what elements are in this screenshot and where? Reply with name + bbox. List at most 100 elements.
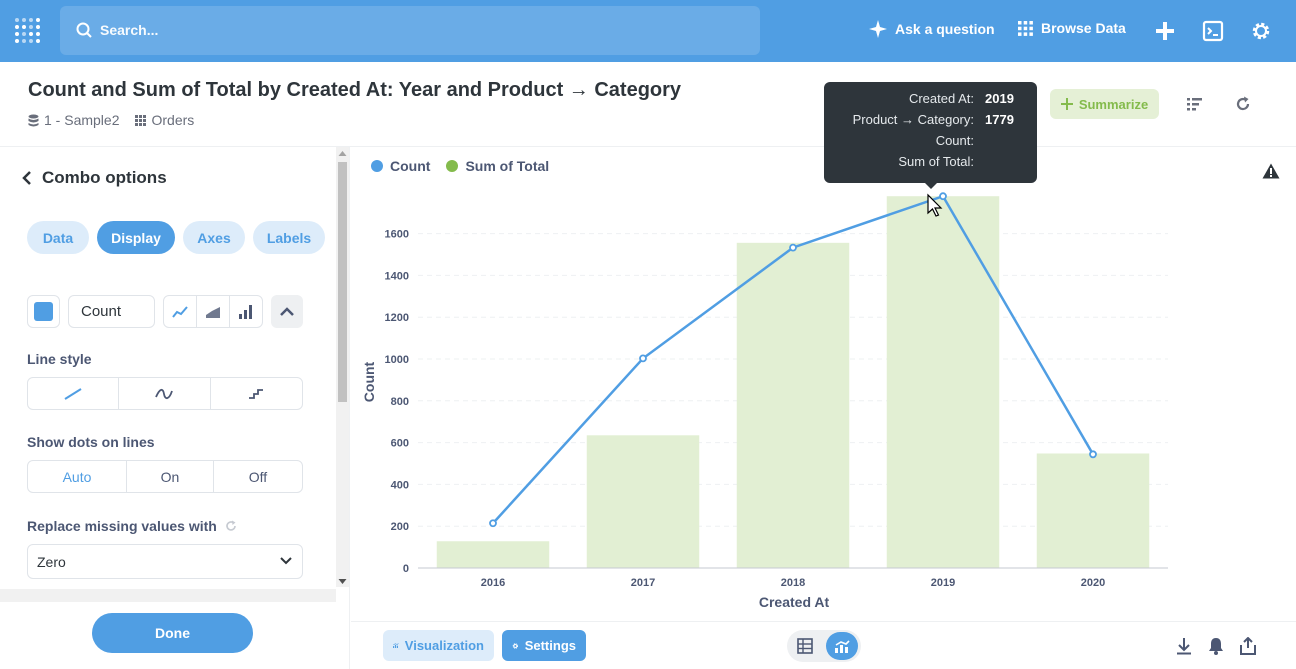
y-tick-label: 400: [391, 479, 409, 491]
x-axis-label: Created At: [759, 594, 830, 610]
table-name: Orders: [151, 112, 195, 128]
series-color-picker[interactable]: [27, 295, 60, 328]
tab-display[interactable]: Display: [97, 221, 175, 254]
table-view-icon[interactable]: [797, 638, 813, 654]
linear-line-icon: [64, 387, 82, 400]
curved-line-icon: [155, 388, 174, 399]
show-dots-label: Show dots on lines: [27, 434, 155, 450]
count-data-point[interactable]: [1089, 450, 1097, 459]
download-icon[interactable]: [1176, 637, 1192, 655]
bell-icon[interactable]: [1208, 637, 1224, 655]
browse-data-button[interactable]: Browse Data: [1018, 20, 1126, 36]
bar-chart-icon: [239, 304, 252, 319]
plus-icon[interactable]: [1154, 20, 1176, 42]
count-data-point[interactable]: [639, 354, 647, 363]
line-style-curved[interactable]: [119, 378, 211, 409]
tab-data[interactable]: Data: [27, 221, 89, 254]
settings-button[interactable]: Settings: [502, 630, 586, 661]
legend-item-count[interactable]: Count: [371, 158, 430, 174]
combo-options-back[interactable]: Combo options: [22, 168, 167, 188]
combo-chart: 0 200 400 600 800 1000 1200 1400 1600 2016 2017 20…: [361, 192, 1168, 610]
database-name: 1 - Sample2: [44, 112, 120, 128]
done-button[interactable]: Done: [92, 613, 253, 653]
line-type-button[interactable]: [164, 296, 197, 327]
visualization-label: Visualization: [404, 638, 484, 653]
line-style-linear[interactable]: [28, 378, 120, 409]
legend-dot-count: [371, 160, 383, 172]
area-type-button[interactable]: [197, 296, 230, 327]
legend-item-sum[interactable]: Sum of Total: [446, 158, 549, 174]
scroll-up-icon[interactable]: [338, 150, 347, 157]
visualization-button[interactable]: Visualization: [383, 630, 494, 661]
replace-missing-select[interactable]: Zero: [27, 544, 303, 579]
sum-of-total-bar[interactable]: [886, 196, 1000, 568]
count-data-point[interactable]: [789, 243, 797, 252]
series-name-input[interactable]: Count: [68, 295, 155, 328]
sparkle-icon: [1060, 98, 1073, 110]
footer-divider: [351, 621, 1296, 622]
summarize-button[interactable]: Summarize: [1050, 89, 1159, 119]
sidebar-scrollbar-thumb[interactable]: [338, 162, 347, 402]
combo-chart-icon: [393, 643, 399, 648]
show-dots-off[interactable]: Off: [248, 468, 268, 485]
bar-type-button[interactable]: [230, 296, 262, 327]
search-icon: [76, 22, 92, 38]
x-tick-label: 2016: [481, 577, 505, 589]
line-style-step[interactable]: [211, 378, 302, 409]
combo-chart-icon: [834, 639, 850, 653]
scroll-down-icon[interactable]: [338, 578, 347, 585]
database-icon: [28, 114, 39, 126]
sum-of-total-bar[interactable]: [436, 541, 550, 568]
sidebar-horizontal-scrollbar[interactable]: [0, 589, 336, 602]
replace-missing-section: Replace missing values with: [27, 518, 237, 534]
replace-missing-value: Zero: [37, 554, 66, 570]
chevron-left-icon: [22, 171, 31, 185]
warning-icon[interactable]: [1262, 163, 1280, 179]
question-title[interactable]: Count and Sum of Total by Created At: Ye…: [28, 79, 682, 101]
native-query-icon[interactable]: [1202, 20, 1224, 42]
y-tick-label: 1600: [385, 229, 409, 241]
step-line-icon: [249, 388, 264, 399]
share-icon[interactable]: [1240, 637, 1256, 655]
view-toggle: [787, 630, 861, 662]
tooltip-row: Count:: [824, 133, 1037, 153]
refresh-icon[interactable]: [1235, 96, 1251, 112]
gear-icon: [512, 642, 519, 649]
show-dots-on[interactable]: On: [127, 461, 214, 492]
legend-label-sum: Sum of Total: [465, 158, 550, 174]
tooltip-row: Product → Category: 1779: [824, 112, 1037, 132]
y-tick-label: 1400: [385, 270, 409, 282]
count-data-point[interactable]: [489, 519, 497, 528]
line-style-label: Line style: [27, 351, 92, 367]
count-data-point[interactable]: [939, 192, 947, 201]
legend-label-count: Count: [390, 158, 431, 174]
sum-of-total-bar[interactable]: [1036, 453, 1150, 568]
ask-question-button[interactable]: Ask a question: [869, 20, 995, 38]
search-placeholder: Search...: [100, 22, 159, 38]
tooltip-row: Created At: 2019: [824, 91, 1037, 111]
table-crumb[interactable]: Orders: [135, 112, 194, 128]
tab-axes[interactable]: Axes: [183, 221, 245, 254]
reset-icon[interactable]: [225, 520, 237, 532]
header-divider: [0, 146, 1296, 147]
chevron-up-icon: [280, 307, 294, 316]
ask-question-label: Ask a question: [895, 21, 995, 37]
show-dots-auto[interactable]: Auto: [28, 461, 127, 492]
tab-labels[interactable]: Labels: [253, 221, 325, 254]
sort-icon[interactable]: [1187, 96, 1203, 112]
collapse-series-button[interactable]: [271, 295, 303, 328]
search-bar[interactable]: Search...: [60, 6, 760, 55]
tooltip-value: 1779: [985, 112, 1014, 127]
tooltip-key: Created At:: [908, 91, 974, 106]
tooltip-arrow: [924, 182, 938, 189]
grid-icon: [135, 114, 147, 126]
y-tick-label: 1200: [385, 312, 409, 324]
sum-of-total-bar[interactable]: [736, 242, 850, 568]
database-crumb[interactable]: 1 - Sample2: [28, 112, 119, 128]
chart-view-button[interactable]: [826, 632, 858, 660]
sum-of-total-bar[interactable]: [586, 435, 700, 568]
line-style-selector: [27, 377, 303, 410]
gear-icon[interactable]: [1250, 20, 1272, 42]
x-tick-label: 2017: [631, 577, 655, 589]
metabase-logo-icon[interactable]: [14, 17, 42, 45]
